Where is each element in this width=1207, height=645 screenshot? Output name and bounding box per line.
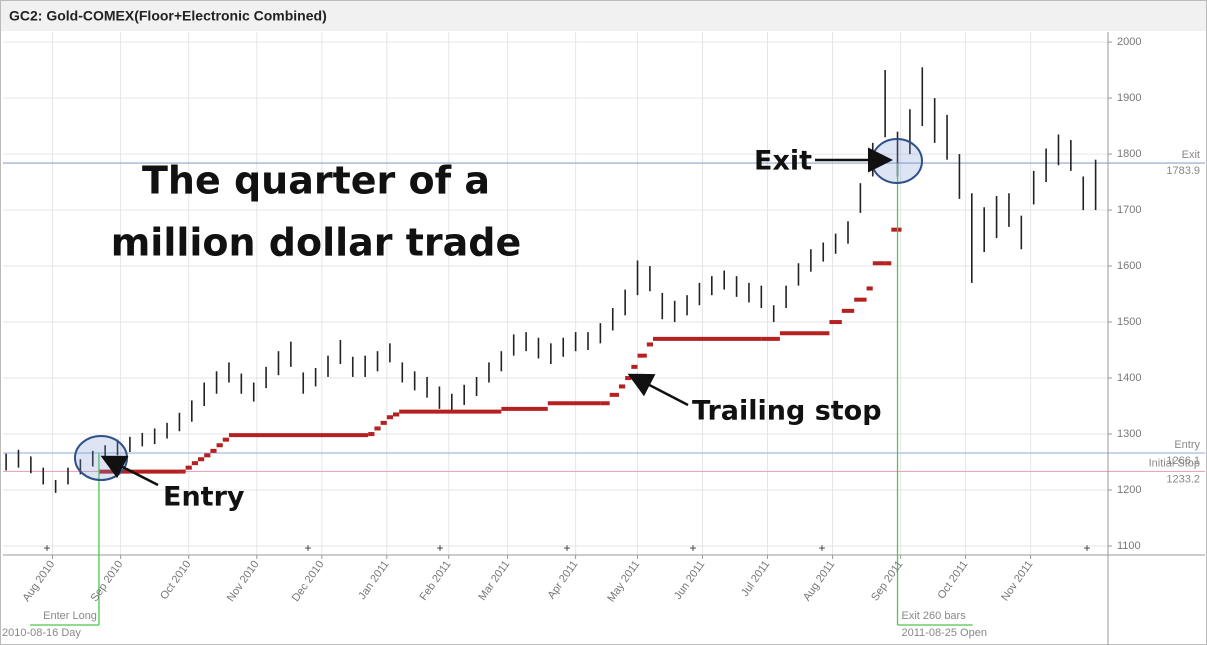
level-value: 1266.1 — [1166, 455, 1200, 467]
levels — [3, 162, 1205, 473]
level-name: Initial Stop — [1149, 457, 1200, 469]
chart-title: GC2: Gold-COMEX(Floor+Electronic Combine… — [9, 8, 327, 24]
y-tick-label: 1100 — [1117, 540, 1141, 552]
marker: + — [1083, 541, 1090, 555]
y-tick-label: 1400 — [1117, 372, 1141, 384]
stop-arrow — [627, 373, 689, 407]
signal-date: 2011-08-25 Open — [902, 627, 987, 639]
entry-circle — [74, 435, 128, 481]
signal-label: Exit 260 bars — [902, 610, 967, 622]
level-name: Exit — [1182, 149, 1200, 161]
signals — [30, 163, 973, 626]
level-value: 1233.2 — [1166, 473, 1200, 485]
y-tick-label: 1200 — [1117, 484, 1141, 496]
level-name: Entry — [1174, 439, 1200, 451]
entry-label: Entry — [163, 482, 245, 513]
signal-label: Enter Long — [43, 610, 97, 622]
marker: + — [43, 541, 50, 555]
marker: + — [304, 541, 311, 555]
signal-date: 2010-08-16 Day — [2, 627, 81, 639]
session-markers: + + + + + + + — [43, 541, 1090, 555]
marker: + — [689, 541, 696, 555]
exit-label: Exit — [754, 146, 812, 177]
y-tick-label: 1300 — [1117, 428, 1141, 440]
title-bar — [1, 1, 1206, 31]
marker: + — [563, 541, 570, 555]
y-tick-label: 1600 — [1117, 260, 1141, 272]
y-tick-label: 2000 — [1117, 36, 1141, 48]
y-tick-label: 1700 — [1117, 204, 1141, 216]
bars — [5, 67, 1097, 493]
entry-arrow — [100, 455, 159, 487]
marker: + — [436, 541, 443, 555]
y-tick-label: 1800 — [1117, 148, 1141, 160]
headline: million dollar trade — [111, 221, 522, 265]
stop-label: Trailing stop — [692, 396, 882, 427]
y-tick-label: 1900 — [1117, 92, 1141, 104]
y-tick-label: 1500 — [1117, 316, 1141, 328]
headline: The quarter of a — [142, 159, 490, 203]
marker: + — [818, 541, 825, 555]
level-value: 1783.9 — [1166, 165, 1200, 177]
